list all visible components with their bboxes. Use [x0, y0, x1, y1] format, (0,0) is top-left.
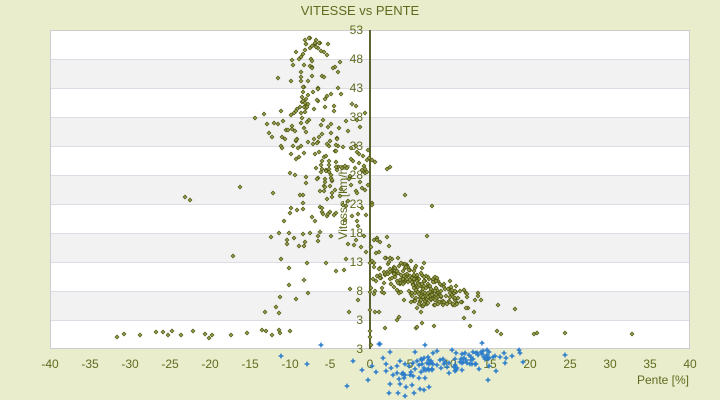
- svg-text:48: 48: [350, 52, 364, 66]
- svg-text:40: 40: [683, 357, 697, 371]
- svg-text:Pente [%]: Pente [%]: [637, 373, 689, 387]
- svg-text:0: 0: [367, 357, 374, 371]
- svg-text:23: 23: [350, 197, 364, 211]
- svg-text:53: 53: [350, 23, 364, 37]
- svg-text:VITESSE vs PENTE: VITESSE vs PENTE: [301, 3, 420, 18]
- svg-text:18: 18: [350, 226, 364, 240]
- svg-text:20: 20: [523, 357, 537, 371]
- svg-text:-10: -10: [281, 357, 299, 371]
- svg-text:30: 30: [603, 357, 617, 371]
- svg-text:15: 15: [483, 357, 497, 371]
- svg-text:3: 3: [356, 342, 363, 356]
- svg-text:28: 28: [350, 168, 364, 182]
- svg-text:35: 35: [643, 357, 657, 371]
- svg-text:-20: -20: [201, 357, 219, 371]
- svg-text:5: 5: [407, 357, 414, 371]
- svg-text:-5: -5: [325, 357, 336, 371]
- svg-text:-30: -30: [121, 357, 139, 371]
- svg-text:43: 43: [350, 81, 364, 95]
- svg-text:8: 8: [356, 284, 363, 298]
- svg-text:25: 25: [563, 357, 577, 371]
- svg-text:38: 38: [350, 110, 364, 124]
- svg-text:3: 3: [356, 313, 363, 327]
- svg-text:-25: -25: [161, 357, 179, 371]
- svg-text:-15: -15: [241, 357, 259, 371]
- svg-text:-35: -35: [81, 357, 99, 371]
- svg-text:-40: -40: [41, 357, 59, 371]
- svg-text:13: 13: [350, 255, 364, 269]
